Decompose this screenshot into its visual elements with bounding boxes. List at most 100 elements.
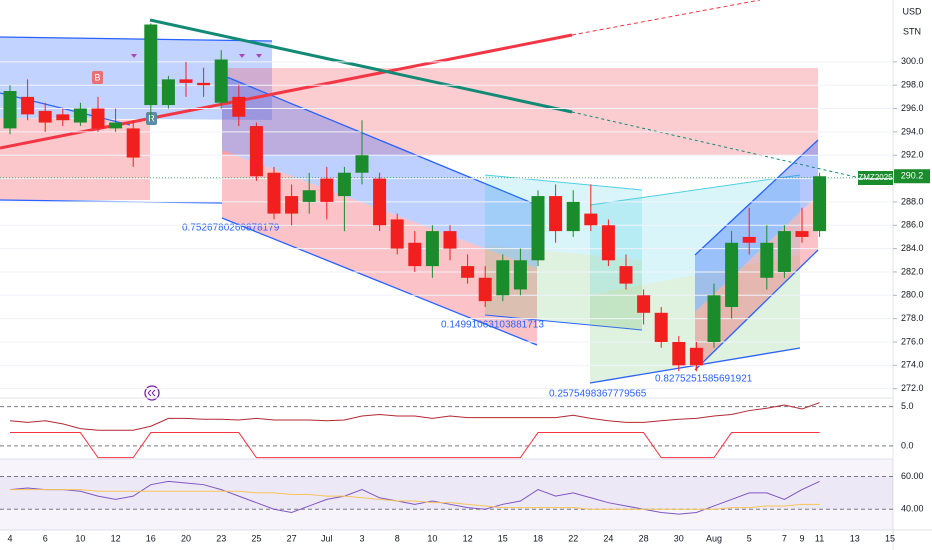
candle-body [461,266,475,278]
annotation: 0.8275251585691921 [655,374,753,385]
x-tick-label: Jul [321,533,333,543]
candle-body [197,82,211,86]
candle-body [637,295,651,313]
x-tick-label: 12 [111,533,121,543]
candle-body [443,231,457,249]
y-tick-label: 272.0 [901,383,924,393]
channel-line [589,174,801,206]
channel-fill [590,175,800,295]
trend-line [149,18,573,114]
y-tick-label: 280.0 [901,290,924,300]
y-tick-label: 5.0 [901,401,914,411]
candle-body [742,236,756,243]
candle-body [408,242,422,267]
y-tick-label: 274.0 [901,360,924,370]
candle-body [549,196,563,232]
y-tick-label: 276.0 [901,336,924,346]
x-tick-label: 28 [639,533,649,543]
candle-body [109,122,123,129]
candle-body [232,96,246,117]
candle-body [73,108,87,123]
candle-body [373,178,387,226]
x-tick-label: 25 [251,533,261,543]
candle-body [478,277,492,302]
candle-body [3,91,17,129]
x-tick-label: 8 [395,533,400,543]
channel-line [0,36,273,42]
x-tick-label: 10 [75,533,85,543]
x-tick-label: 10 [427,533,437,543]
unit-label: STN [903,26,921,36]
trend-line-extension [571,0,761,36]
y-tick-label: 286.0 [901,220,924,230]
candle-body [689,347,703,366]
candle-body [531,196,545,261]
marker [146,112,157,125]
candle-body [707,295,721,342]
candle-body [144,24,158,106]
y-tick-label: 294.0 [901,126,924,136]
price-tag-label: 290.2 [901,171,924,181]
candle-body [813,176,827,232]
x-tick-label: 6 [43,533,48,543]
symbol-label: ZMZ2025 [858,173,893,182]
trend-line [0,33,573,150]
plot: 272.0274.0276.0278.0280.0282.0284.0286.0… [0,23,930,543]
y-tick-label: 284.0 [901,243,924,253]
candle-body [355,155,369,173]
y-tick-label: 300.0 [901,56,924,66]
x-tick-label: 5 [747,533,752,543]
candle-body [126,128,140,158]
x-tick-label: Aug [706,533,722,543]
candle-body [601,225,615,261]
channel-line [694,139,819,256]
candle-body [249,126,263,177]
candle-body [777,231,791,272]
y-tick-label: 296.0 [901,103,924,113]
x-tick-label: 15 [498,533,508,543]
x-tick-label: 13 [850,533,860,543]
indicator-line [9,402,820,431]
price-tag [894,169,930,184]
channel-fill [222,75,537,268]
currency-label: USD [902,6,922,16]
x-tick-label: 7 [782,533,787,543]
candle-body [320,178,334,202]
trend-line-extension [571,111,861,179]
candle-body [725,242,739,307]
indicator-line [9,480,820,515]
y-tick-label: 0.0 [901,440,914,450]
channel-line [484,314,643,331]
x-tick-label: 22 [568,533,578,543]
channel-line [221,217,538,346]
x-tick-label: 12 [463,533,473,543]
candle-body [38,110,52,123]
x-tick-label: 18 [533,533,543,543]
annotation: 0.14991063103881713 [441,320,544,331]
candle-body [285,196,299,214]
candle-body [214,59,228,103]
candle-body [337,172,351,197]
symbol-tag [858,171,893,185]
drawings: B R 0.7526780260878179 0.149910631038817… [0,0,893,401]
y-tick-label: 282.0 [901,266,924,276]
x-tick-label: 15 [885,533,895,543]
x-tick-label: 30 [674,533,684,543]
channel-line [221,74,538,206]
channel-fill [0,37,272,120]
candle-body [179,79,193,83]
candle-body [390,219,404,249]
x-tick-label: 24 [603,533,613,543]
y-tick-label: 298.0 [901,80,924,90]
candle-body [760,242,774,278]
candle-body [21,96,35,115]
candle-body [566,201,580,232]
channel-fill [0,118,150,200]
channel-line [694,249,819,371]
candle-body [513,260,527,290]
indicator-line [10,432,820,459]
x-tick-label: 27 [287,533,297,543]
indicator-line [10,489,820,510]
channel-fill [222,150,537,345]
x-tick-label: 11 [815,533,824,543]
